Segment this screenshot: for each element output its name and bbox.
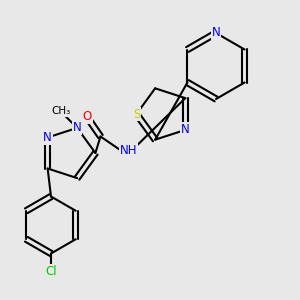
Text: CH₃: CH₃ bbox=[51, 106, 70, 116]
Text: S: S bbox=[133, 107, 140, 121]
Text: N: N bbox=[181, 123, 190, 136]
Text: NH: NH bbox=[120, 143, 137, 157]
Text: N: N bbox=[73, 122, 82, 134]
Text: N: N bbox=[43, 131, 52, 144]
Text: Cl: Cl bbox=[45, 265, 57, 278]
Text: O: O bbox=[82, 110, 91, 124]
Text: N: N bbox=[212, 26, 220, 40]
